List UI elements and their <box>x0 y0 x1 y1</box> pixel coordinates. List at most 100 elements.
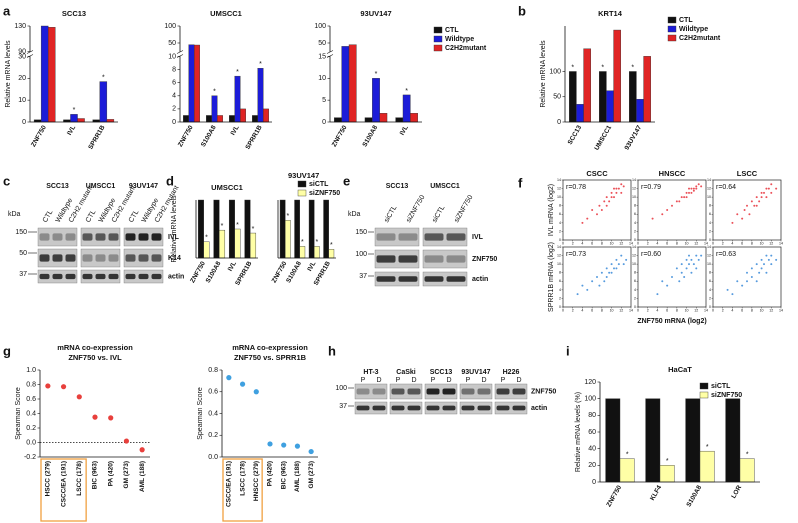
point <box>605 267 608 270</box>
y-tick-label: 0.6 <box>208 389 218 396</box>
y-tick-label: 10 <box>707 195 711 199</box>
lane-label: CTL <box>85 209 98 224</box>
blot-band <box>372 405 386 411</box>
band-label: actin <box>168 273 184 280</box>
point <box>688 263 690 266</box>
y-tick-label: 14 <box>632 245 636 249</box>
x-tick-label: UMSCC1 <box>593 124 613 152</box>
y-tick-label: 100 <box>314 23 326 30</box>
y-tick-label: 0.0 <box>26 439 36 446</box>
point <box>736 213 739 216</box>
point <box>760 258 763 261</box>
lane-label: P <box>396 377 401 384</box>
y-tick-label: 0 <box>709 238 711 242</box>
bar <box>234 228 241 259</box>
point <box>731 221 734 224</box>
blot-strip <box>374 249 420 269</box>
y-tick-label: 2 <box>559 229 561 233</box>
group-label: SCC13 <box>386 183 409 190</box>
y-tick-label: 14 <box>557 245 561 249</box>
point <box>760 267 763 270</box>
axis-break-gap <box>27 51 33 56</box>
x-tick-label: 2 <box>722 241 724 245</box>
x-tick-label: 0 <box>562 241 564 245</box>
point <box>688 187 690 190</box>
chart-title: 93UV147 <box>288 171 319 180</box>
point <box>678 280 681 283</box>
y-tick-label: 0 <box>559 305 561 309</box>
point <box>608 271 611 274</box>
point <box>697 258 700 261</box>
significance-mark: * <box>746 452 749 459</box>
y-tick-label: 4 <box>634 288 636 292</box>
group-label: 93UV147 <box>129 183 158 190</box>
significance-mark: * <box>205 235 208 242</box>
legend-label: C2H2mutant <box>445 45 487 52</box>
y-tick-label: 6 <box>709 212 711 216</box>
bar <box>372 78 380 123</box>
y-tick-label: 0.2 <box>208 432 218 439</box>
scatter-frame <box>712 179 782 241</box>
y-tick-label: 14 <box>632 178 636 182</box>
band-label: actin <box>472 276 488 283</box>
highlight-box <box>40 458 87 522</box>
x-tick-label: 0 <box>712 308 714 312</box>
blot-band <box>446 276 466 282</box>
dot <box>267 441 273 447</box>
legend-label: CTL <box>445 27 459 34</box>
marker-label: 50 <box>19 250 27 257</box>
point <box>692 263 695 266</box>
point <box>613 196 615 199</box>
y-tick-label: 2 <box>634 229 636 233</box>
point <box>620 183 623 186</box>
bar <box>77 118 85 123</box>
blot-strip <box>374 271 420 287</box>
legend-label: siZNF750 <box>711 392 742 399</box>
blot-band <box>82 273 93 280</box>
lane-label: D <box>411 377 416 384</box>
y-tick-label: 50 <box>318 40 326 47</box>
legend-swatch <box>667 16 677 24</box>
point <box>610 271 613 274</box>
point <box>750 267 753 270</box>
x-tick-label: SCC13 <box>567 124 584 146</box>
blot-strip <box>389 383 423 400</box>
blot-band <box>52 273 63 280</box>
y-tick-label: 14 <box>707 178 711 182</box>
blot-strip <box>459 383 493 400</box>
legend-label: Wildtype <box>445 36 474 43</box>
point <box>692 189 695 192</box>
y-tick-label: 120 <box>584 379 596 386</box>
point <box>765 271 768 274</box>
blot-band <box>95 233 106 241</box>
y-tick-label: 2 <box>559 296 561 300</box>
y-tick-label: 0 <box>559 238 561 242</box>
marker-label: 100 <box>335 385 347 392</box>
x-tick-label: 6 <box>591 308 593 312</box>
y-tick-label: 2 <box>709 296 711 300</box>
x-tick-label: LSCC (178) <box>76 461 83 496</box>
blot-band <box>424 276 444 282</box>
x-axis-label: ZNF750 mRNA (log2) <box>637 318 706 325</box>
y-tick-label: 80 <box>588 412 596 419</box>
y-tick-label: 6 <box>559 279 561 283</box>
lane-label: siZNF750 <box>453 194 474 224</box>
point <box>683 196 686 199</box>
y-tick-label: 100 <box>584 396 596 403</box>
x-tick-label: BIC (963) <box>280 461 287 489</box>
y-tick-label: 90 <box>18 48 26 55</box>
point <box>591 209 594 211</box>
group-label: CaSki <box>396 369 416 376</box>
blot-band <box>151 233 162 241</box>
bar <box>699 450 715 483</box>
blot-band <box>512 405 526 411</box>
x-tick-label: 2 <box>572 241 574 245</box>
blot-band <box>95 254 106 262</box>
legend-swatch <box>699 391 709 399</box>
x-tick-label: 8 <box>751 241 753 245</box>
y-tick-label: 40 <box>588 446 596 453</box>
lane-label: D <box>446 377 451 384</box>
significance-mark: * <box>375 71 378 78</box>
x-tick-label: 12 <box>694 241 698 245</box>
